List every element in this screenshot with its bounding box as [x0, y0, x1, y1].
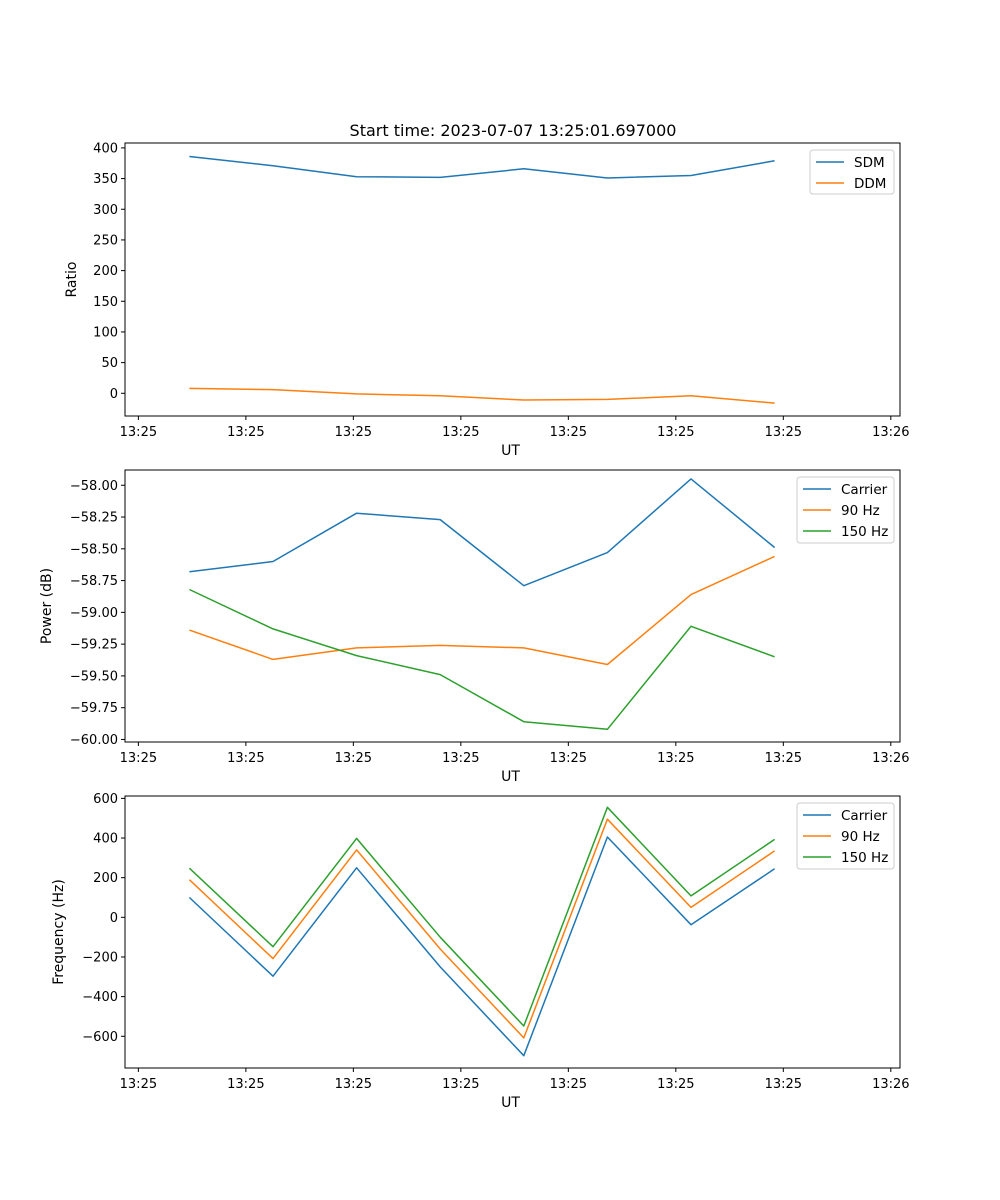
- y-tick-label: −200: [82, 950, 118, 965]
- y-tick-label: −58.00: [70, 479, 118, 494]
- legend-label: 150 Hz: [841, 524, 888, 540]
- series-line-150-hz: [189, 588, 775, 731]
- series-line-90-hz: [189, 555, 775, 666]
- x-tick-label: 13:26: [872, 1077, 909, 1092]
- x-tick-label: 13:25: [335, 1077, 372, 1092]
- x-tick-label: 13:25: [442, 1077, 479, 1092]
- legend-label: Carrier: [841, 808, 888, 824]
- series-line-150-hz: [188, 806, 776, 1027]
- y-tick-label: −59.25: [70, 638, 118, 653]
- legend: SDM DDM: [809, 149, 895, 195]
- x-tick-label: 13:25: [442, 751, 479, 766]
- y-axis-label: Ratio: [64, 262, 80, 298]
- x-tick-label: 13:25: [657, 1077, 694, 1092]
- legend: Carrier 90 Hz 150 Hz: [796, 802, 895, 870]
- ratio-panel: 13:25 13:25 13:25 13:25 13:25 13:25 13:25 13:26…: [64, 141, 910, 459]
- x-tick-label: 13:25: [120, 1077, 157, 1092]
- y-tick-label: −60.00: [70, 733, 118, 748]
- x-tick-label: 13:25: [120, 425, 157, 440]
- legend-label: 90 Hz: [841, 829, 880, 845]
- x-tick-label: 13:25: [442, 425, 479, 440]
- series-line-carrier: [189, 478, 776, 587]
- y-tick-label: 400: [93, 141, 118, 156]
- y-tick-label: −59.50: [70, 669, 118, 684]
- x-tick-label: 13:25: [227, 751, 264, 766]
- x-tick-label: 13:25: [227, 425, 264, 440]
- x-tick-label: 13:25: [120, 751, 157, 766]
- y-tick-label: −59.00: [70, 606, 118, 621]
- frequency-panel: 13:25 13:25 13:25 13:25 13:25 13:25 13:25 13:26…: [51, 792, 910, 1111]
- series-line-carrier: [188, 836, 776, 1057]
- legend: Carrier 90 Hz 150 Hz: [796, 476, 895, 544]
- x-axis-label: UT: [501, 1095, 520, 1111]
- x-tick-label: 13:26: [872, 425, 909, 440]
- y-tick-label: −600: [82, 1030, 118, 1045]
- y-tick-label: 150: [93, 295, 118, 310]
- y-tick-label: 0: [110, 387, 118, 402]
- x-tick-label: 13:25: [657, 751, 694, 766]
- y-axis-label: Power (dB): [39, 568, 55, 644]
- series-line-90-hz: [188, 818, 776, 1039]
- series-line-sdm: [189, 155, 775, 179]
- x-tick-label: 13:25: [765, 1077, 802, 1092]
- axes-frame: [124, 795, 901, 1069]
- legend-label: SDM: [854, 155, 885, 171]
- legend-label: DDM: [854, 176, 886, 192]
- y-tick-label: 250: [93, 233, 118, 248]
- legend-box: [796, 802, 895, 870]
- legend-label: Carrier: [841, 482, 888, 498]
- x-tick-label: 13:25: [335, 425, 372, 440]
- x-tick-label: 13:25: [335, 751, 372, 766]
- x-tick-label: 13:25: [765, 751, 802, 766]
- x-tick-label: 13:25: [550, 751, 587, 766]
- power-panel: 13:25 13:25 13:25 13:25 13:25 13:25 13:25 13:26…: [39, 469, 910, 785]
- x-axis-label: UT: [501, 443, 520, 459]
- x-tick-label: 13:25: [765, 425, 802, 440]
- y-tick-label: 0: [110, 911, 118, 926]
- y-tick-label: 400: [93, 832, 118, 847]
- series-line-ddm: [189, 387, 775, 404]
- x-axis-label: UT: [501, 769, 520, 785]
- legend-label: 90 Hz: [841, 503, 880, 519]
- x-tick-label: 13:25: [657, 425, 694, 440]
- y-tick-label: −400: [82, 990, 118, 1005]
- y-tick-label: −58.25: [70, 511, 118, 526]
- axes-frame: [124, 142, 901, 417]
- y-tick-label: 600: [93, 792, 118, 807]
- y-tick-label: 100: [93, 325, 118, 340]
- legend-label: 150 Hz: [841, 850, 888, 866]
- axes-frame: [124, 469, 901, 743]
- y-tick-label: 200: [93, 264, 118, 279]
- y-tick-label: 300: [93, 203, 118, 218]
- x-tick-label: 13:26: [872, 751, 909, 766]
- y-tick-label: 200: [93, 871, 118, 886]
- legend-box: [796, 476, 895, 544]
- y-tick-label: −58.75: [70, 574, 118, 589]
- x-tick-label: 13:25: [550, 425, 587, 440]
- y-axis-label: Frequency (Hz): [51, 879, 67, 985]
- x-tick-label: 13:25: [227, 1077, 264, 1092]
- y-tick-label: 350: [93, 172, 118, 187]
- y-tick-label: −59.75: [70, 701, 118, 716]
- x-tick-label: 13:25: [550, 1077, 587, 1092]
- y-tick-label: −58.50: [70, 542, 118, 557]
- figure-title: Start time: 2023-07-07 13:25:01.697000: [350, 121, 677, 140]
- y-tick-label: 50: [101, 356, 118, 371]
